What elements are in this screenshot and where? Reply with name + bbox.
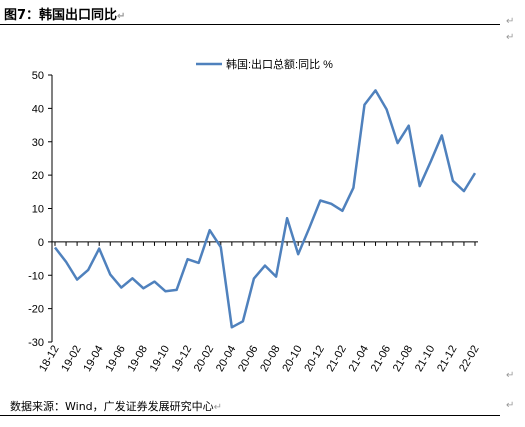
y-tick-label: 20 (32, 170, 44, 182)
y-tick-label: -30 (28, 337, 44, 349)
y-tick-label: 0 (38, 237, 44, 249)
x-tick-label: 21-12 (435, 344, 459, 374)
figure-title-text: 图7：韩国出口同比 (4, 8, 118, 23)
y-tick-label: -10 (28, 270, 44, 282)
y-tick-label: -20 (28, 304, 44, 316)
x-tick-label: 20-10 (280, 344, 304, 374)
figure-title: 图7：韩国出口同比↵ (4, 4, 125, 23)
x-tick-label: 20-04 (214, 344, 238, 374)
y-tick-label: 10 (32, 204, 44, 216)
x-tick-label: 20-02 (192, 344, 216, 374)
y-tick-label: 40 (32, 103, 44, 115)
y-tick-label: 50 (32, 70, 44, 82)
y-tick-label: 30 (32, 137, 44, 149)
x-tick-label: 22-02 (457, 344, 481, 374)
footer-rule (0, 415, 500, 416)
x-tick-label: 19-06 (103, 344, 127, 374)
title-rule (0, 24, 500, 25)
x-tick-label: 19-08 (126, 344, 150, 374)
x-tick-label: 19-10 (148, 344, 172, 374)
source-text: 数据来源：Wind，广发证券发展研究中心 (10, 400, 214, 413)
return-mark-icon: ↵ (117, 11, 126, 22)
series-line (54, 89, 477, 329)
return-mark-icon: ↵ (506, 370, 515, 381)
x-tick-label: 20-08 (258, 344, 282, 374)
x-tick-label: 19-02 (59, 344, 83, 374)
x-tick-label: 20-06 (236, 344, 260, 374)
return-mark-icon: ↵ (506, 16, 515, 27)
source-note: 数据来源：Wind，广发证券发展研究中心↵ (10, 398, 222, 414)
return-mark-icon: ↵ (213, 402, 223, 413)
x-tick-label: 21-10 (413, 344, 437, 374)
x-tick-label: 20-12 (302, 344, 326, 374)
x-tick-label: 19-04 (81, 344, 105, 374)
x-tick-label: 21-02 (325, 344, 349, 374)
legend-label: 韩国:出口总额:同比 % (226, 57, 333, 71)
return-mark-icon: ↵ (506, 32, 515, 43)
x-tick-label: 21-04 (347, 344, 371, 374)
x-tick-label: 21-08 (391, 344, 415, 374)
x-tick-label: 19-12 (170, 344, 194, 374)
return-mark-icon: ↵ (506, 400, 515, 411)
x-tick-label: 21-06 (369, 344, 393, 374)
